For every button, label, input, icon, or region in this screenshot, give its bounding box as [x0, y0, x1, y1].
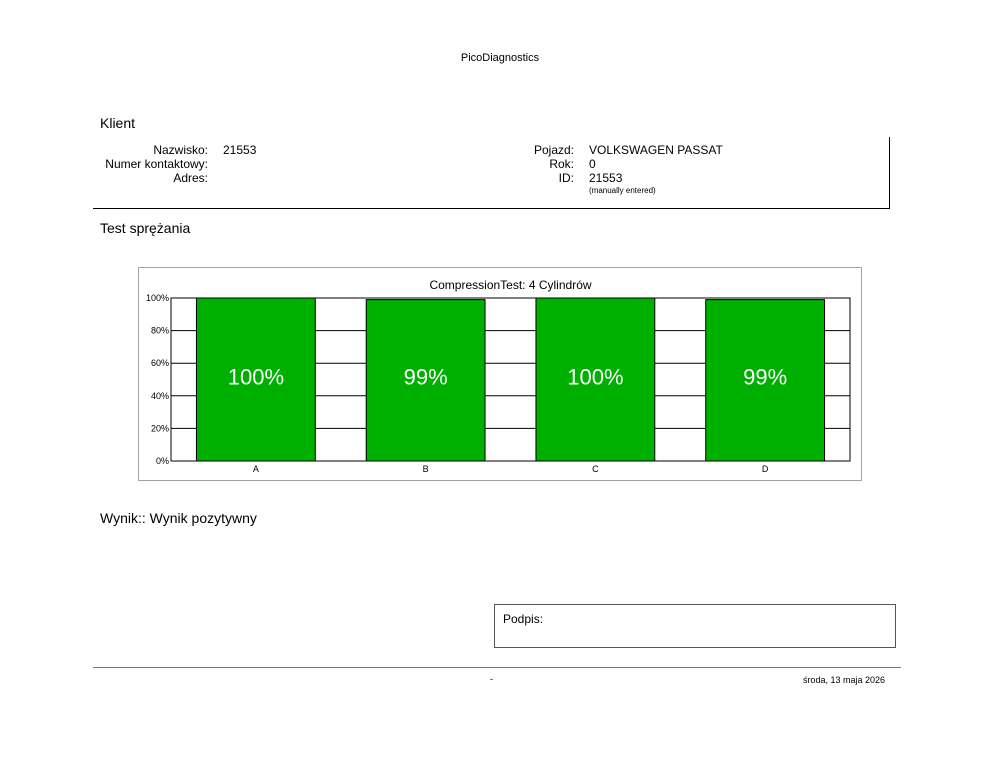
- bar-value-label: 100%: [228, 364, 284, 389]
- client-section-title: Klient: [100, 115, 136, 131]
- signature-box: Podpis:: [494, 604, 896, 648]
- bar: [365, 299, 486, 462]
- y-tick-label: 40%: [151, 391, 169, 401]
- vehicle-label: Pojazd:: [533, 143, 574, 157]
- bar-value-label: 100%: [567, 364, 623, 389]
- footer-divider: [93, 667, 901, 668]
- footer-date: środa, 13 maja 2026: [802, 675, 885, 685]
- address-label: Adres:: [173, 171, 208, 185]
- y-tick-label: 20%: [151, 423, 169, 433]
- signature-label: Podpis:: [503, 612, 544, 626]
- x-tick-label: C: [592, 464, 599, 474]
- footer-center: -: [490, 674, 493, 684]
- x-tick-label: D: [762, 464, 769, 474]
- year-label: Rok:: [549, 157, 574, 171]
- y-tick-label: 80%: [151, 326, 169, 336]
- chart-title: CompressionTest: 4 Cylindrów: [429, 278, 591, 292]
- x-tick-label: A: [253, 464, 259, 474]
- bar-value-label: 99%: [404, 364, 448, 389]
- bar: [195, 297, 316, 462]
- id-label: ID:: [558, 171, 574, 185]
- contact-label: Numer kontaktowy:: [105, 157, 208, 171]
- y-tick-label: 0%: [156, 456, 169, 466]
- name-value: 21553: [223, 143, 257, 157]
- vehicle-value: VOLKSWAGEN PASSAT: [589, 143, 723, 157]
- name-label: Nazwisko:: [153, 143, 208, 157]
- app-title: PicoDiagnostics: [460, 52, 540, 64]
- bar: [705, 299, 826, 462]
- x-tick-label: B: [423, 464, 429, 474]
- bar: [535, 297, 656, 462]
- y-tick-label: 100%: [146, 293, 169, 303]
- chart-svg: CompressionTest: 4 Cylindrów 0% 20% 40% 60% 8…: [146, 278, 851, 474]
- result-text: Wynik:: Wynik pozytywny: [100, 510, 257, 526]
- test-section-title: Test sprężania: [100, 220, 191, 236]
- client-info-box: [93, 137, 890, 209]
- id-note: (manually entered): [589, 186, 656, 195]
- compression-chart: CompressionTest: 4 Cylindrów 0% 20% 40% 60% 8…: [138, 267, 862, 481]
- y-tick-label: 60%: [151, 358, 169, 368]
- year-value: 0: [589, 157, 596, 171]
- bar-value-label: 99%: [743, 364, 787, 389]
- id-value: 21553: [589, 171, 623, 185]
